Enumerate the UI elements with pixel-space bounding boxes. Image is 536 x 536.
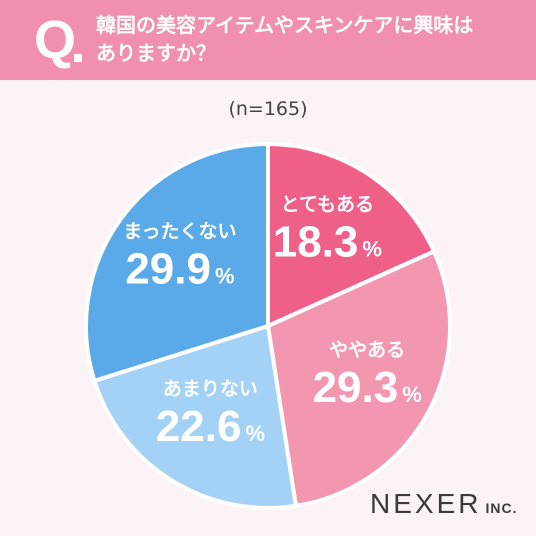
pie-slice-1 <box>266 142 437 328</box>
slice-value-4: 29.9% <box>125 244 234 293</box>
question-text: 韓国の美容アイテムやスキンケアに興味は ありますか？ <box>96 13 474 65</box>
slice-value-2: 29.3% <box>313 363 422 412</box>
q-mark: Q <box>34 10 77 70</box>
slice-label-4: まったくない <box>123 220 236 242</box>
question-header: Q 韓国の美容アイテムやスキンケアに興味は ありますか？ <box>0 0 536 80</box>
slice-label-1: とてもある <box>281 193 374 215</box>
slice-value-3: 22.6% <box>156 402 265 451</box>
q-dot <box>74 54 82 62</box>
brand-suffix: INC. <box>485 500 518 516</box>
slice-label-3: あまりない <box>163 378 258 400</box>
sample-size: (n=165) <box>228 98 308 120</box>
brand-name: NEXER <box>370 488 482 519</box>
pie-slice-2 <box>266 249 452 508</box>
brand-logo: NEXER INC. <box>370 488 517 520</box>
pie-slice-3 <box>92 324 298 510</box>
pie-slice-4 <box>84 142 270 383</box>
slice-label-2: ややある <box>329 339 405 361</box>
slice-value-1: 18.3% <box>273 217 382 266</box>
